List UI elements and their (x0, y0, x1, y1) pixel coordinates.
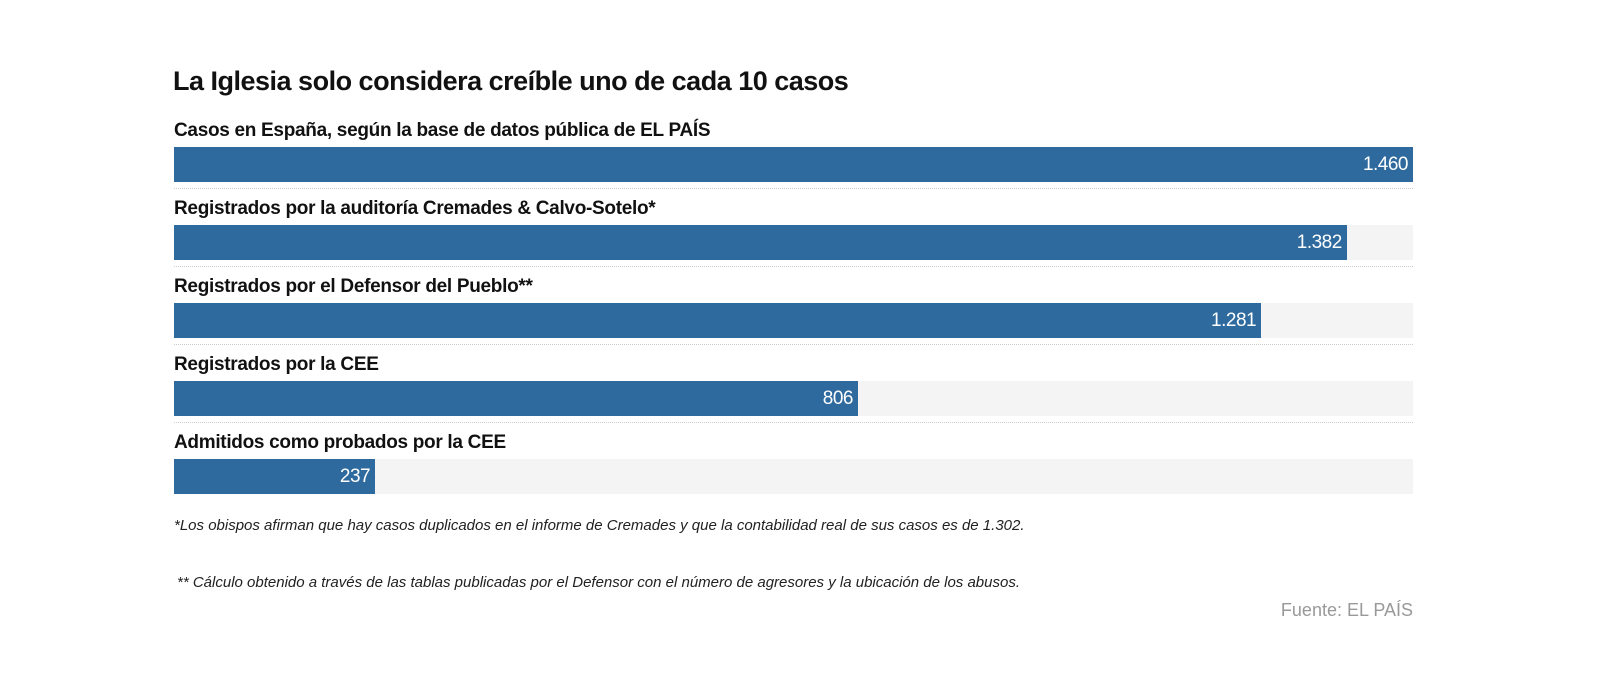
value-label: 237 (339, 466, 371, 487)
bar: 237 (174, 459, 376, 494)
bar: 806 (174, 381, 858, 416)
value-label: 1.382 (1296, 232, 1343, 253)
bar-track: 1.281 (174, 303, 1413, 338)
bar-track: 1.382 (174, 225, 1413, 260)
category-label: Registrados por la auditoría Cremades & … (174, 198, 656, 219)
footnote-2: ** Cálculo obtenido a través de las tabl… (177, 574, 1021, 591)
category-label: Registrados por el Defensor del Pueblo** (174, 276, 533, 297)
value-label: 1.281 (1211, 310, 1257, 331)
bar-chart: Casos en España, según la base de datos … (174, 116, 1413, 506)
bar-row: Registrados por el Defensor del Pueblo**… (174, 272, 1413, 350)
row-divider (174, 344, 1413, 345)
bar-row: Casos en España, según la base de datos … (174, 116, 1413, 194)
bar: 1.382 (174, 225, 1347, 260)
bar: 1.281 (174, 303, 1262, 338)
source: Fuente: EL PAÍS (1280, 600, 1413, 620)
footnote-1: *Los obispos afirman que hay casos dupli… (174, 517, 1025, 534)
bar-track: 237 (174, 459, 1413, 494)
bar-row: Registrados por la CEE 806 (174, 350, 1413, 428)
value-label: 806 (822, 388, 854, 409)
bar-row: Registrados por la auditoría Cremades & … (174, 194, 1413, 272)
row-divider (174, 188, 1413, 189)
chart-title: La Iglesia solo considera creíble uno de… (173, 66, 849, 96)
value-label: 1.460 (1362, 154, 1409, 175)
category-label: Registrados por la CEE (174, 354, 379, 375)
bar-row: Admitidos como probados por la CEE 237 (174, 428, 1413, 506)
category-label: Casos en España, según la base de datos … (174, 120, 711, 141)
bar-track: 1.460 (174, 147, 1413, 182)
bar-track: 806 (174, 381, 1413, 416)
category-label: Admitidos como probados por la CEE (174, 432, 506, 453)
bar: 1.460 (174, 147, 1413, 182)
row-divider (174, 422, 1413, 423)
row-divider (174, 266, 1413, 267)
